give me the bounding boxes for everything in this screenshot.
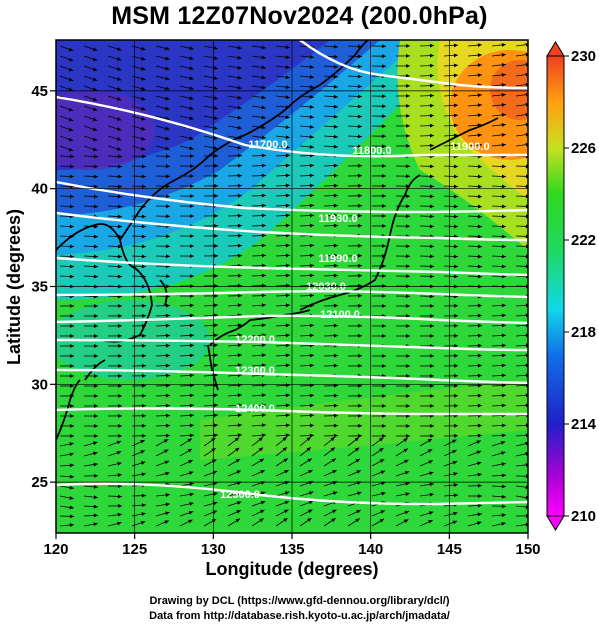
x-tick-label: 130 [201,541,226,558]
contour-label: 11990.0 [318,253,357,265]
x-axis: 120 125 130 135 140 145 150 [43,533,541,558]
colorbar-tick-label: 218 [571,324,596,341]
chart-title: MSM 12Z07Nov2024 (200.0hPa) [111,2,488,30]
colorbar-tick-label: 222 [571,232,596,249]
y-tick-label: 45 [31,83,48,100]
y-tick-label: 30 [31,376,48,393]
contour-label: 12100.0 [320,309,360,321]
contour-label: 12300.0 [235,365,275,377]
contour-labels: 11700.0 11800.0 11900.0 11930.0 11990.0 12030… [220,139,489,501]
x-tick-label: 140 [358,541,383,558]
x-tick-label: 125 [122,541,147,558]
height-contours [56,40,528,506]
x-tick-label: 135 [279,541,304,558]
colorbar-min-arrow [546,515,565,531]
colorbar-tick-label: 214 [571,416,597,433]
x-tick-label: 145 [437,541,462,558]
colorbar-max-arrow [546,41,565,57]
contour-label: 11800.0 [352,145,391,157]
grid-lines [56,40,528,533]
colorbar-bar [546,55,565,517]
x-tick-label: 120 [43,541,68,558]
y-tick-label: 40 [31,181,48,198]
contour-label: 12500.0 [220,489,260,501]
colorbar-tick-label: 226 [571,140,596,157]
x-tick-label: 150 [515,541,540,558]
y-axis: 25 30 35 40 45 [31,83,56,491]
y-axis-label: Latitude (degrees) [4,209,24,365]
contour-label: 11900.0 [450,141,489,153]
contour-label: 11700.0 [248,139,287,151]
colorbar-tick-label: 230 [571,48,596,65]
credit-data: Data from http://database.rish.kyoto-u.a… [149,610,450,622]
contour-label: 11930.0 [318,213,357,225]
credit-drawing: Drawing by DCL (https://www.gfd-dennou.o… [149,595,450,607]
colorbar: 210 214 218 222 226 230 [546,41,597,531]
contour-label: 12200.0 [235,334,275,346]
x-axis-label: Longitude (degrees) [205,559,378,579]
colorbar-tick-label: 210 [571,508,596,525]
y-tick-label: 25 [31,474,48,491]
contour-label: 12400.0 [235,403,275,415]
y-tick-label: 35 [31,279,48,296]
contour-label: 12030.0 [306,281,346,293]
